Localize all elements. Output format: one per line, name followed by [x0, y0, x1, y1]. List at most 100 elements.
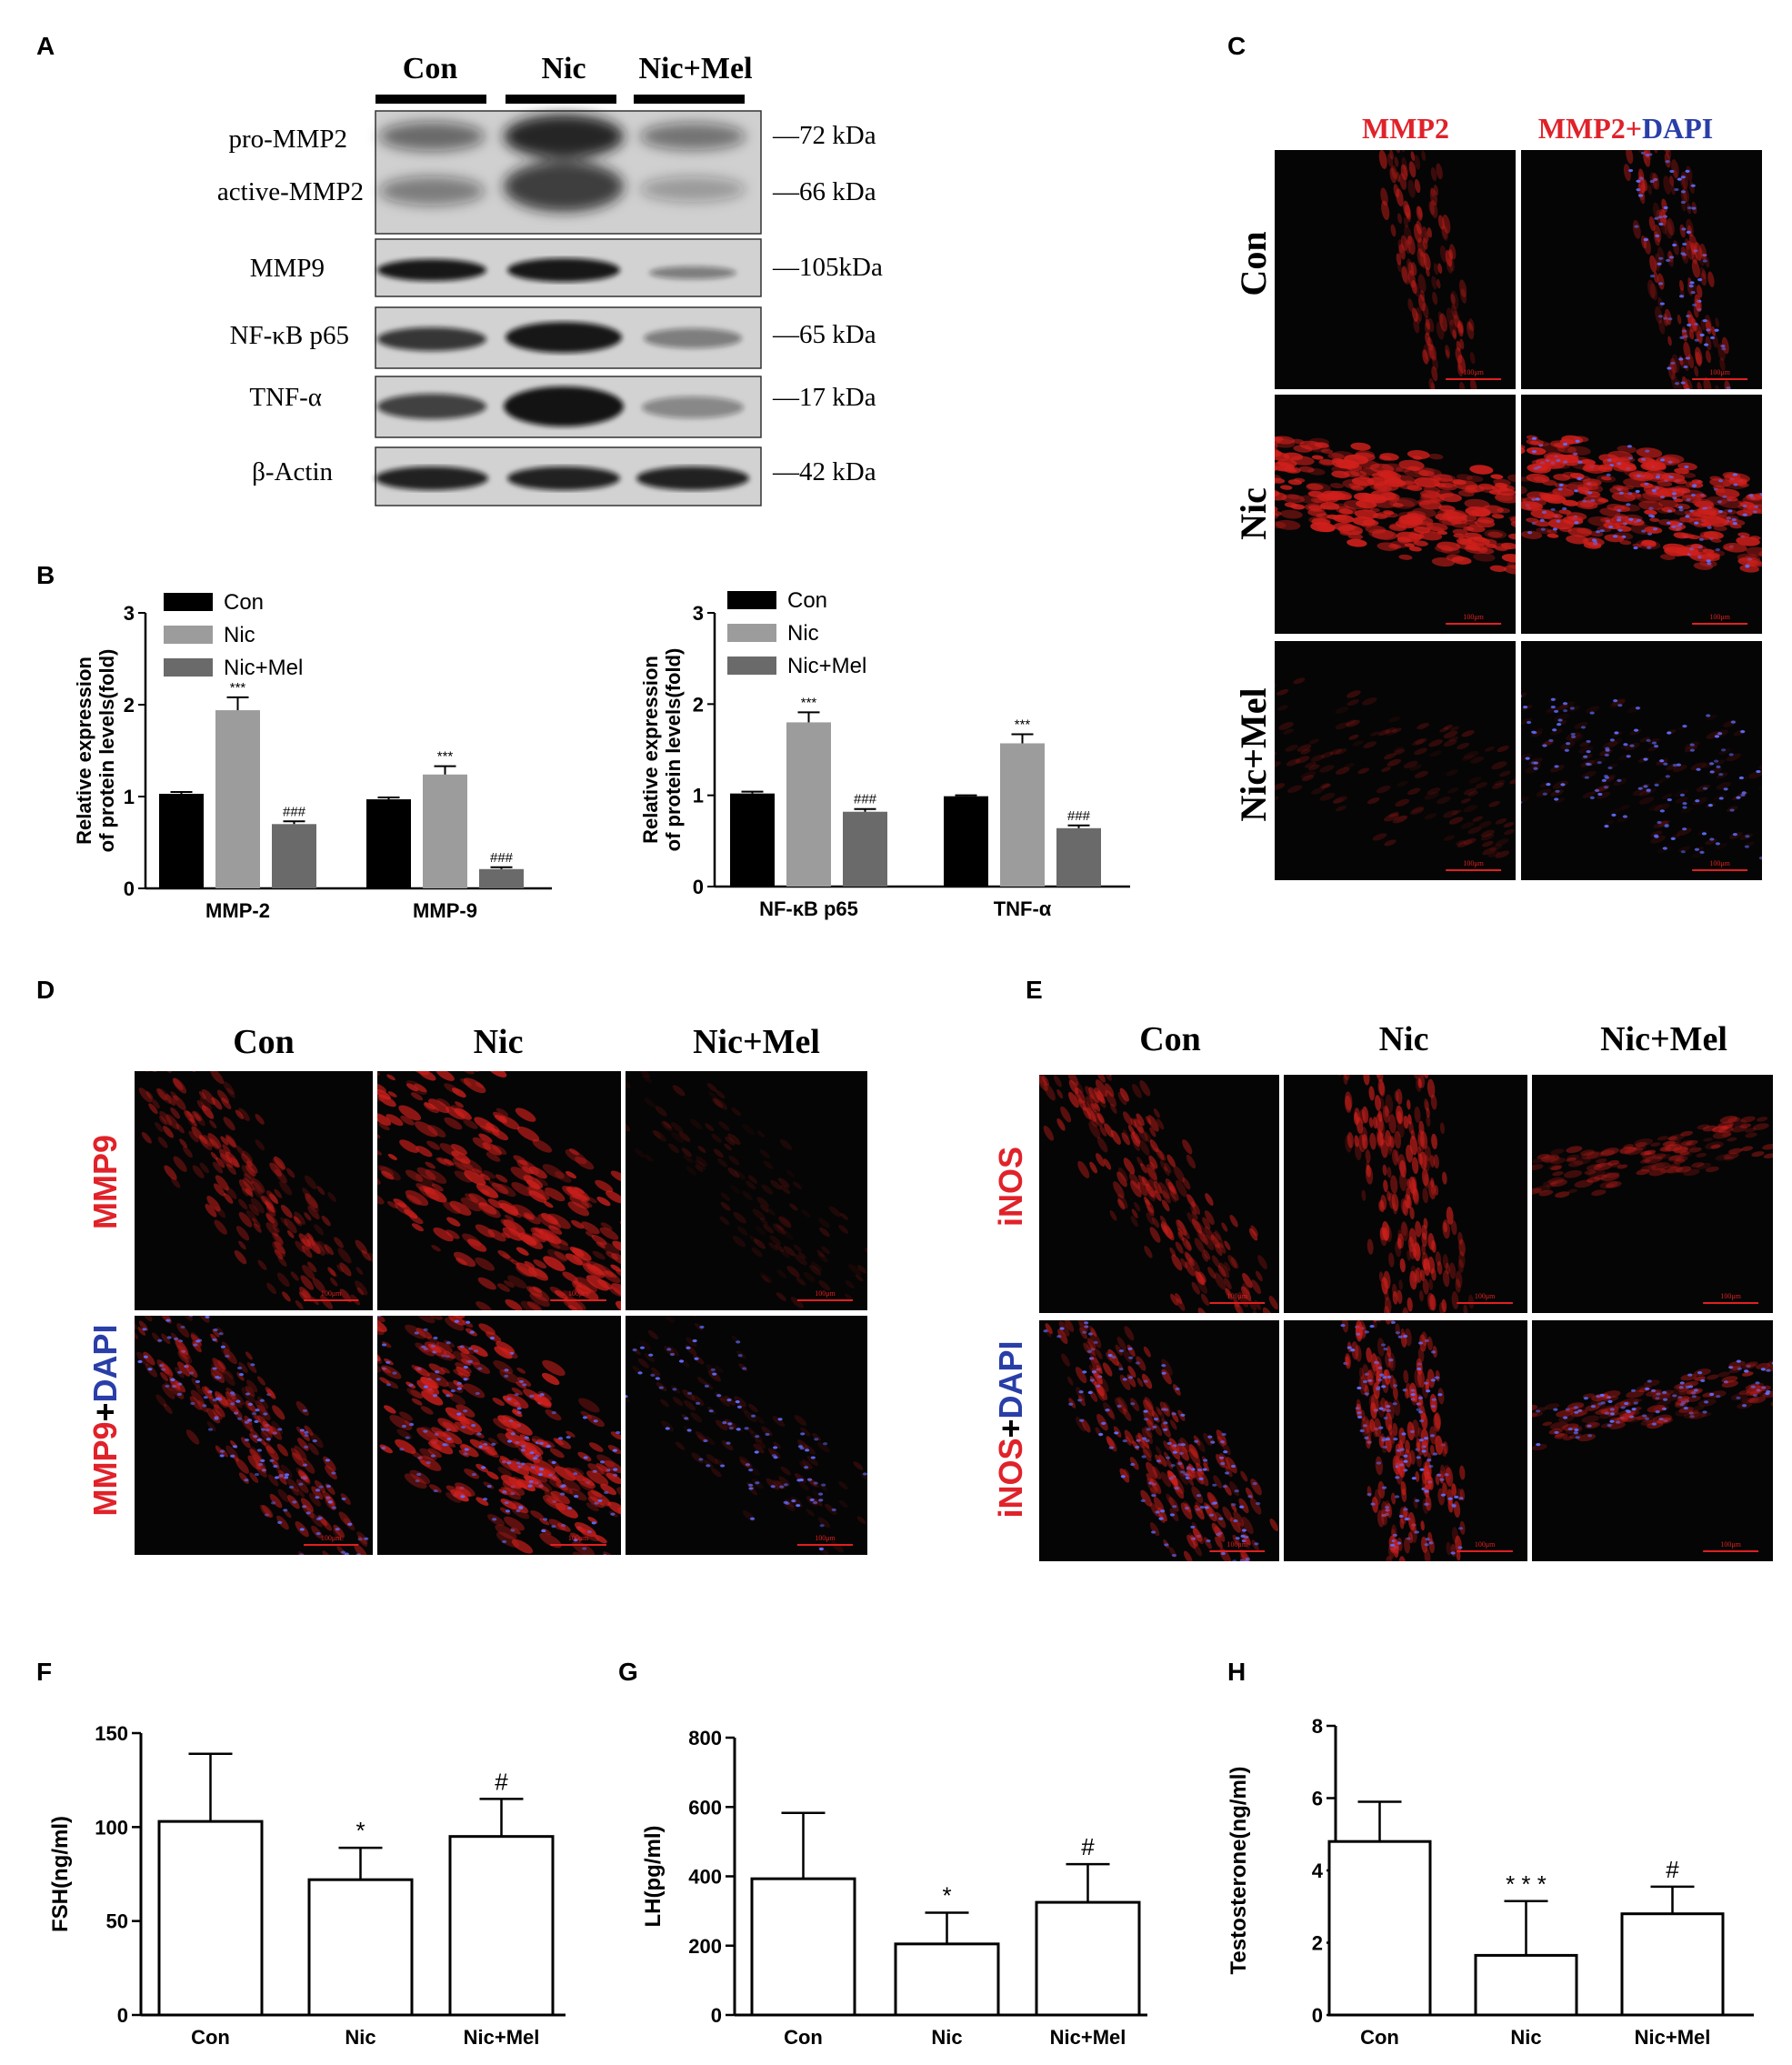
- red-signal: [460, 1197, 482, 1212]
- red-signal: [1387, 1352, 1396, 1371]
- dapi-nucleus: [560, 1484, 566, 1489]
- dapi-nucleus: [364, 1537, 369, 1540]
- red-signal: [1398, 244, 1406, 260]
- red-signal: [1433, 263, 1439, 276]
- red-signal: [1559, 526, 1572, 533]
- dapi-nucleus: [1658, 282, 1664, 286]
- red-signal: [1446, 1541, 1452, 1556]
- red-signal: [1256, 1270, 1263, 1282]
- red-signal: [137, 1327, 146, 1336]
- red-signal: [1443, 1465, 1451, 1484]
- red-signal: [1380, 187, 1388, 206]
- red-signal: [1457, 490, 1475, 497]
- red-signal: [1169, 1247, 1176, 1258]
- red-signal: [1309, 437, 1330, 446]
- red-signal: [245, 1209, 257, 1223]
- red-signal: [1647, 279, 1656, 299]
- red-signal: [1207, 1267, 1216, 1279]
- dapi-nucleus: [1640, 457, 1647, 461]
- dapi-nucleus: [1555, 789, 1560, 793]
- dapi-nucleus: [1657, 262, 1662, 266]
- dapi-nucleus: [1714, 759, 1719, 763]
- red-signal: [1547, 533, 1559, 538]
- red-signal: [533, 1259, 547, 1269]
- red-signal: [1331, 470, 1350, 478]
- dapi-nucleus: [1604, 753, 1609, 757]
- red-signal: [1710, 1144, 1721, 1149]
- dapi-nucleus: [1619, 1416, 1626, 1420]
- red-signal: [305, 1234, 315, 1247]
- red-signal: [428, 1363, 445, 1375]
- dapi-nucleus: [616, 1565, 620, 1568]
- c-row-label-nic: Nic: [1233, 487, 1274, 540]
- micrograph-content: [135, 1316, 369, 1575]
- red-signal: [1700, 319, 1706, 331]
- red-signal: [316, 1186, 325, 1196]
- dapi-nucleus: [1135, 1361, 1140, 1365]
- dapi-nucleus: [1450, 1551, 1456, 1555]
- red-signal: [1445, 1262, 1450, 1275]
- dapi-nucleus: [1628, 517, 1634, 521]
- red-signal: [1437, 1260, 1443, 1275]
- red-signal: [495, 1524, 517, 1539]
- dapi-nucleus: [1706, 559, 1711, 563]
- red-signal: [138, 1088, 153, 1103]
- dapi-nucleus: [1647, 546, 1652, 549]
- red-signal: [853, 1461, 864, 1470]
- red-signal: [1176, 1443, 1189, 1461]
- x-tick-label: TNF-α: [994, 897, 1052, 920]
- red-signal: [1458, 1250, 1466, 1268]
- panel-letter-d: D: [36, 976, 55, 1004]
- red-signal: [1604, 819, 1615, 826]
- red-signal: [1366, 1164, 1371, 1178]
- red-signal: [1586, 1151, 1605, 1159]
- red-signal: [1043, 1125, 1055, 1141]
- red-signal: [1278, 721, 1294, 730]
- red-signal: [1694, 242, 1702, 261]
- red-signal: [209, 1138, 220, 1150]
- red-signal: [1391, 165, 1397, 180]
- dapi-nucleus: [1172, 1450, 1177, 1454]
- dapi-nucleus: [1653, 834, 1659, 837]
- red-signal: [1410, 807, 1425, 816]
- dapi-nucleus: [1403, 1459, 1408, 1463]
- micrograph-content: [1521, 435, 1762, 573]
- red-signal: [319, 1556, 337, 1575]
- red-signal: [356, 1531, 368, 1545]
- red-signal: [580, 1199, 593, 1208]
- red-signal: [1442, 1171, 1447, 1185]
- red-signal: [1657, 1153, 1671, 1160]
- red-signal: [436, 1341, 453, 1353]
- dapi-nucleus: [1424, 1543, 1429, 1547]
- red-signal: [143, 1351, 155, 1366]
- red-signal: [1437, 474, 1456, 482]
- dapi-nucleus: [1699, 850, 1705, 854]
- dapi-nucleus: [244, 1438, 250, 1442]
- red-signal: [1399, 173, 1407, 190]
- red-signal: [1649, 517, 1660, 523]
- red-signal: [486, 1471, 499, 1480]
- dapi-nucleus: [862, 1472, 867, 1476]
- dapi-nucleus: [193, 1343, 198, 1347]
- red-signal: [1458, 1238, 1466, 1257]
- red-signal: [1345, 1091, 1353, 1111]
- red-signal: [1099, 1126, 1107, 1137]
- bar: [843, 811, 887, 887]
- red-signal: [1664, 219, 1673, 239]
- red-signal: [1406, 1144, 1413, 1163]
- dapi-nucleus: [1664, 823, 1669, 827]
- red-signal: [1177, 1438, 1188, 1454]
- red-signal: [1436, 321, 1445, 340]
- dapi-nucleus: [648, 1353, 654, 1357]
- dapi-nucleus: [244, 1479, 249, 1482]
- dapi-nucleus: [1728, 753, 1734, 757]
- dapi-nucleus: [1394, 1495, 1400, 1499]
- blot-band: [375, 466, 488, 490]
- red-signal: [312, 1278, 326, 1293]
- red-signal: [766, 1478, 780, 1490]
- dapi-nucleus: [1702, 787, 1708, 790]
- red-signal: [1463, 526, 1475, 532]
- red-signal: [1677, 314, 1682, 325]
- blot-band: [377, 327, 486, 351]
- dapi-nucleus: [1380, 1343, 1387, 1347]
